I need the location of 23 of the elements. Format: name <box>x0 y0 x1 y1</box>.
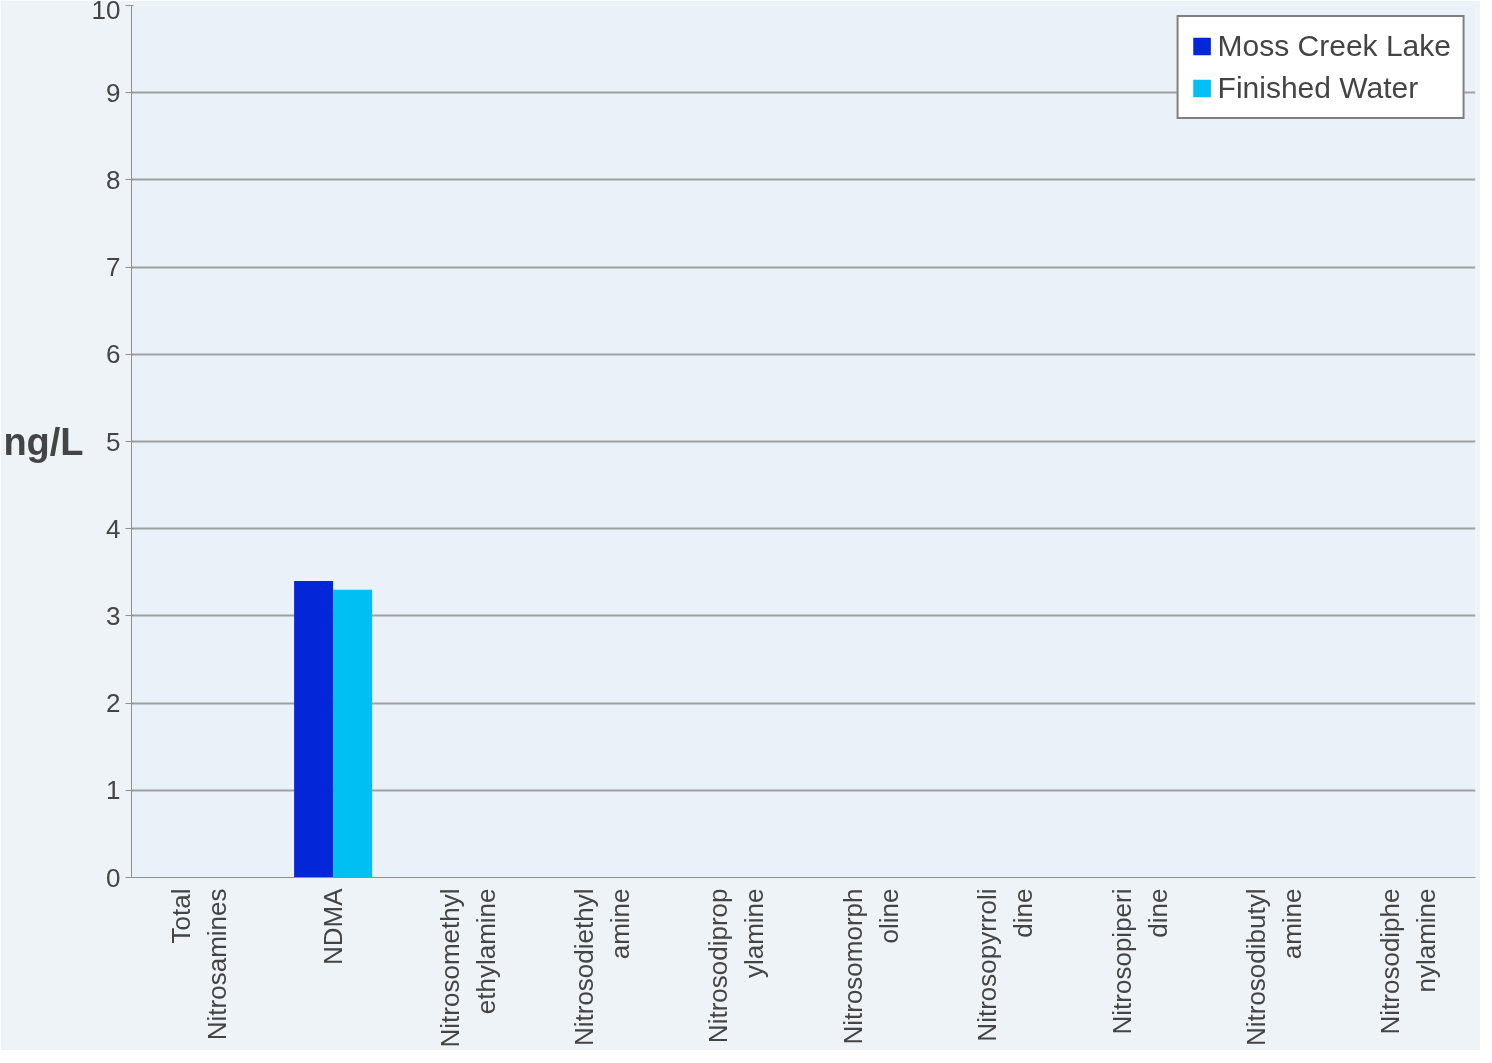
y-tick-label: 8 <box>106 164 121 195</box>
y-tick-label: 0 <box>106 862 121 893</box>
legend-label: Finished Water <box>1217 71 1419 105</box>
x-tick-label: Nitrosodibutyl amine <box>1240 888 1307 1047</box>
y-tick-label: 3 <box>106 600 121 631</box>
x-tick-label: Nitrosomorph oline <box>837 888 904 1045</box>
y-tick-label: 9 <box>106 77 121 108</box>
y-axis-title: ng/L <box>3 420 84 463</box>
y-tick-label: 5 <box>106 426 121 457</box>
x-tick-label: Nitrosomethyl ethylamine <box>434 888 501 1048</box>
x-tick-label: NDMA <box>318 887 349 966</box>
y-tick-label: 7 <box>106 252 121 283</box>
x-tick-label: Nitrosopiperi dine <box>1106 888 1173 1035</box>
y-tick-label: 2 <box>106 688 121 719</box>
y-tick-label: 6 <box>106 339 121 370</box>
y-tick-label: 10 <box>91 0 121 25</box>
x-tick-label: Total Nitrosamines <box>165 888 232 1041</box>
x-tick-label: Nitrosodiprop ylamine <box>703 888 770 1044</box>
x-tick-label: Nitrosopyrroli dine <box>972 888 1039 1042</box>
legend-label: Moss Creek Lake <box>1217 29 1451 63</box>
y-tick-label: 4 <box>106 513 121 544</box>
x-tick-label: Nitrosodiethyl amine <box>568 888 635 1047</box>
y-tick-label: 1 <box>106 775 121 806</box>
